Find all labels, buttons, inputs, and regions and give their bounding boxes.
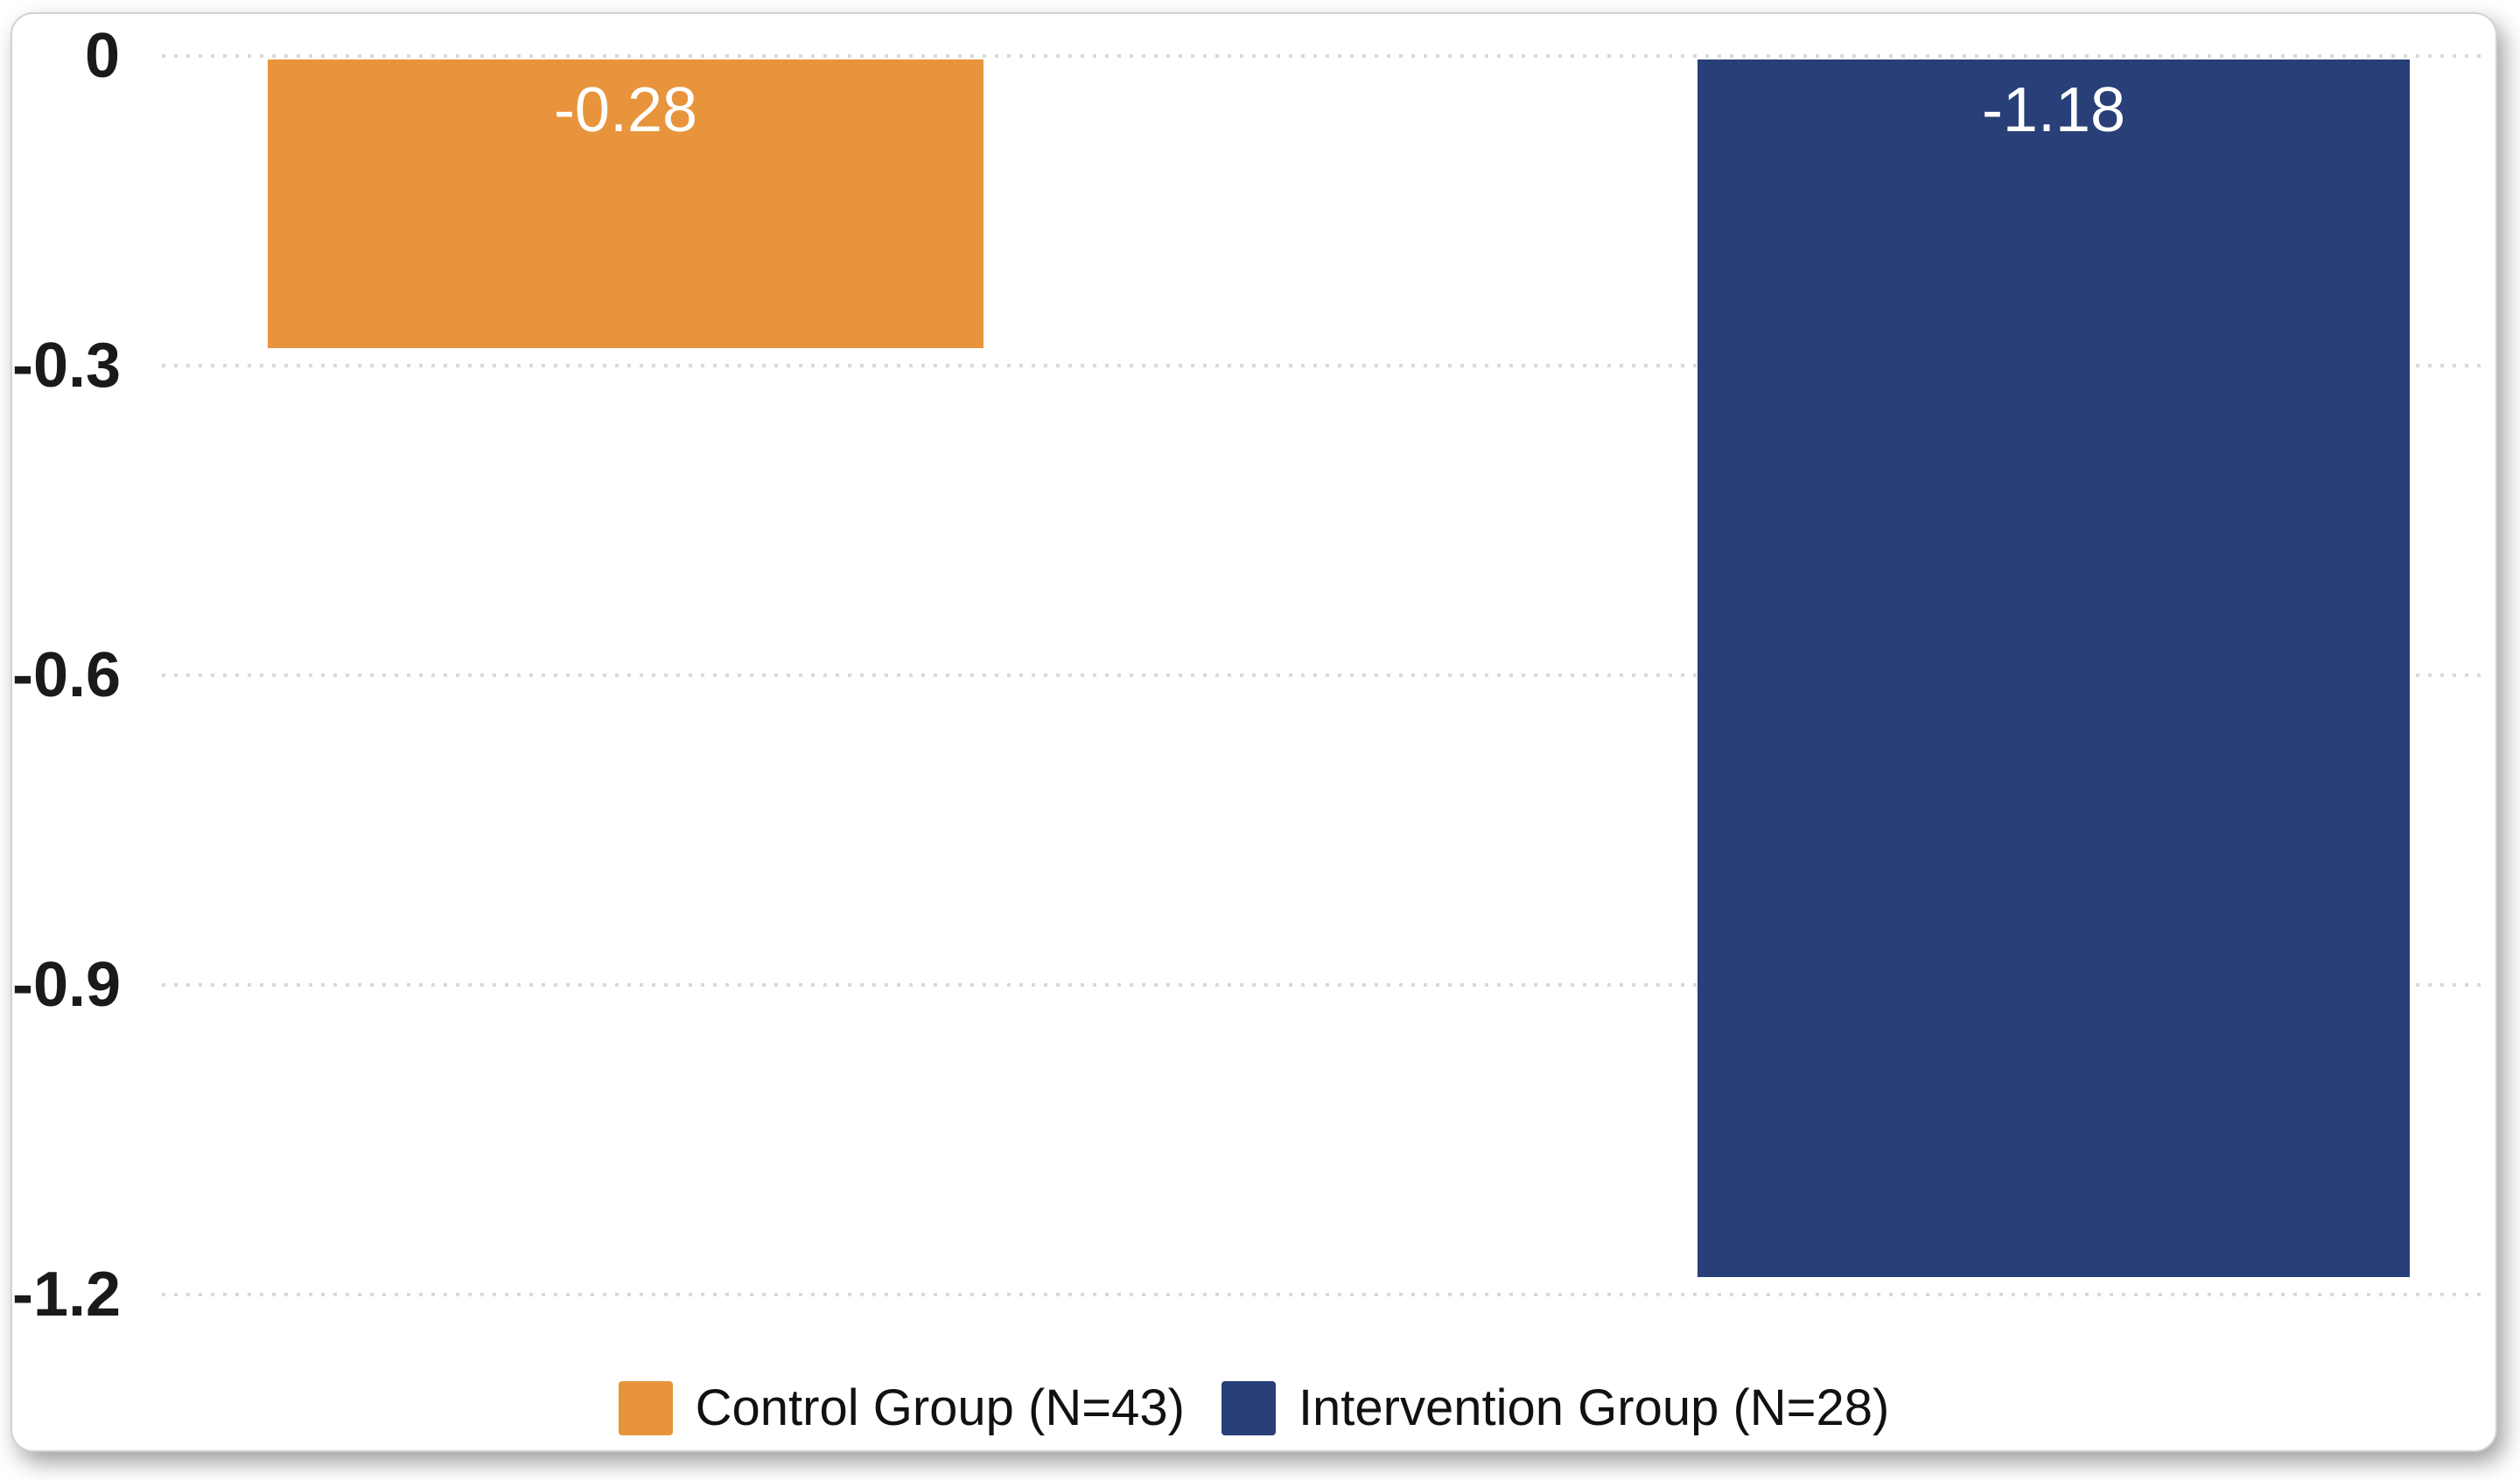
plot-area: -0.28 -1.18 [162,54,2489,1296]
gridline [162,1293,2489,1296]
y-tick-label-0-3: -0.3 [12,331,122,401]
legend-label-intervention: Intervention Group (N=28) [1298,1379,1890,1436]
bar-control-group[interactable]: -0.28 [268,59,984,349]
bar-value-label-intervention: -1.18 [1981,75,2126,145]
y-tick-label-1-2: -1.2 [12,1260,122,1330]
legend-label-control: Control Group (N=43) [695,1379,1185,1436]
gridline [162,983,2489,987]
bar-intervention-group[interactable]: -1.18 [1698,59,2410,1278]
legend: Control Group (N=43) Intervention Group … [12,1375,2496,1442]
legend-item-control[interactable]: Control Group (N=43) [618,1379,1185,1436]
gridline [162,364,2489,367]
y-tick-label-0: 0 [84,21,120,91]
legend-swatch-intervention-icon [1221,1381,1276,1435]
y-tick-label-0-9: -0.9 [12,950,122,1020]
y-tick-label-0-6: -0.6 [12,640,122,710]
legend-item-intervention[interactable]: Intervention Group (N=28) [1221,1379,1890,1436]
chart-card: 0 -0.3 -0.6 -0.9 -1.2 -0.28 -1.18 Contro… [10,12,2497,1452]
gridline [162,54,2489,58]
bar-value-label-control: -0.28 [553,75,698,145]
legend-swatch-control-icon [618,1381,673,1435]
gridline [162,674,2489,677]
